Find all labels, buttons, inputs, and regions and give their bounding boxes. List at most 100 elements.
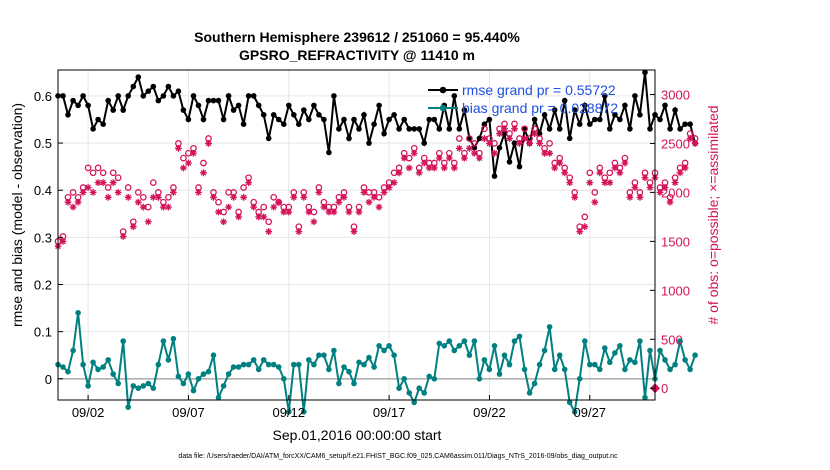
data-point	[371, 364, 377, 370]
data-point	[260, 357, 267, 363]
data-point	[180, 107, 187, 113]
data-point	[551, 366, 558, 373]
data-point	[470, 149, 478, 157]
data-point	[235, 364, 242, 370]
data-point	[230, 107, 237, 113]
data-point	[230, 364, 237, 370]
y2-tick-label: 2000	[661, 185, 690, 200]
data-point	[662, 357, 668, 363]
data-point	[220, 218, 227, 226]
data-point	[582, 102, 588, 109]
data-point	[84, 184, 92, 191]
data-point	[135, 385, 142, 392]
data-point	[291, 112, 297, 118]
y2-tick-label: 2500	[661, 136, 690, 151]
data-point	[291, 361, 297, 368]
data-point	[612, 112, 618, 118]
data-point	[400, 154, 408, 162]
data-point	[105, 97, 111, 104]
data-point	[305, 208, 313, 216]
data-point	[275, 198, 283, 206]
data-point	[586, 179, 594, 187]
data-point	[692, 352, 698, 359]
data-point	[406, 390, 413, 396]
data-point	[275, 116, 282, 123]
data-point	[215, 208, 222, 216]
y2-tick-label: 0	[661, 381, 668, 396]
data-point	[210, 97, 217, 104]
data-point	[481, 135, 488, 142]
data-point	[345, 208, 353, 216]
data-point	[80, 93, 86, 99]
data-point	[521, 366, 528, 373]
data-point	[144, 218, 152, 226]
data-point	[440, 164, 448, 172]
data-point	[149, 193, 157, 201]
data-point	[607, 126, 613, 132]
data-point	[606, 179, 614, 187]
data-point	[355, 208, 363, 216]
data-point	[316, 352, 322, 359]
data-point	[110, 371, 116, 377]
data-point	[149, 179, 157, 186]
data-point	[546, 140, 553, 147]
data-point	[476, 376, 483, 382]
data-point	[160, 338, 167, 344]
data-point	[165, 83, 172, 90]
data-point	[285, 208, 293, 216]
legend: rmse grand pr = 0.55722 bias grand pr = …	[428, 82, 618, 116]
data-point	[455, 135, 463, 142]
data-point	[240, 193, 248, 201]
data-point	[190, 149, 197, 157]
data-point	[602, 345, 608, 351]
data-point	[321, 116, 327, 123]
y-tick-label: 0.6	[34, 89, 52, 104]
data-point	[320, 203, 328, 211]
data-point	[265, 228, 273, 235]
series-line	[57, 312, 697, 415]
data-point	[551, 107, 558, 113]
data-point	[85, 102, 91, 109]
data-point	[341, 116, 347, 123]
data-point	[124, 184, 132, 191]
data-point	[145, 380, 152, 387]
data-point	[637, 338, 643, 344]
data-point	[165, 357, 172, 363]
data-point	[386, 116, 392, 123]
y-tick-label: 0.5	[34, 136, 52, 151]
data-point	[587, 361, 593, 368]
data-point	[270, 193, 278, 201]
data-point	[265, 135, 272, 142]
data-point	[681, 164, 689, 172]
data-point	[446, 338, 453, 344]
data-point	[627, 126, 633, 132]
data-point	[511, 140, 518, 146]
data-point	[134, 198, 142, 206]
data-point	[435, 154, 443, 162]
data-point	[315, 189, 323, 196]
data-point	[627, 357, 633, 363]
data-point	[139, 193, 147, 201]
data-point	[110, 107, 116, 113]
data-point	[69, 203, 77, 211]
data-point	[606, 169, 614, 177]
data-point	[576, 376, 583, 382]
data-point	[356, 359, 362, 366]
data-point	[351, 380, 357, 387]
data-point	[591, 189, 599, 196]
data-point	[461, 338, 468, 344]
data-point	[506, 159, 513, 165]
data-point	[587, 121, 593, 127]
data-point	[265, 361, 272, 368]
data-point	[205, 140, 212, 147]
data-point	[200, 116, 207, 123]
data-point	[541, 112, 548, 118]
data-point	[255, 366, 262, 373]
data-point	[120, 338, 126, 344]
data-point	[667, 126, 673, 132]
data-point	[366, 140, 372, 146]
data-point	[170, 335, 177, 342]
data-point	[486, 366, 493, 373]
data-point	[425, 164, 433, 172]
